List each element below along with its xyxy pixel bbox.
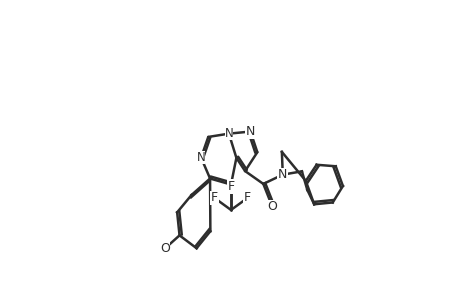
Text: F: F — [211, 191, 218, 204]
Text: N: N — [278, 168, 287, 181]
Text: N: N — [246, 125, 255, 138]
Text: N: N — [278, 168, 287, 181]
Text: N: N — [246, 125, 255, 138]
Text: N: N — [225, 127, 233, 140]
Text: O: O — [267, 200, 277, 213]
Text: O: O — [160, 242, 170, 255]
Text: F: F — [244, 191, 251, 204]
Text: N: N — [197, 151, 205, 164]
Text: F: F — [227, 180, 234, 193]
